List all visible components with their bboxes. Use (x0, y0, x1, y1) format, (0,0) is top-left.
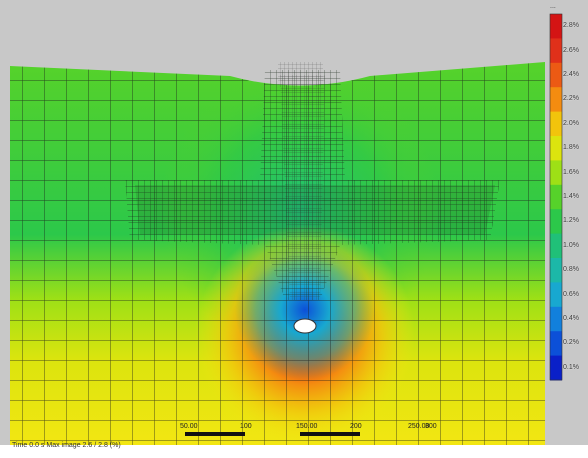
legend-swatch (550, 258, 562, 283)
legend-label: 1.0% (563, 241, 579, 249)
legend-label: 0.6% (563, 290, 579, 298)
scale-bar-right (300, 432, 360, 436)
legend-swatch (550, 306, 562, 332)
legend-swatch (550, 14, 562, 39)
legend-swatch (550, 160, 562, 186)
scale-label: 200 (350, 423, 362, 430)
legend-label: 0.4% (563, 315, 579, 322)
footer-status: Time 0.0 s Max image 2.6 / 2.8 (%) (12, 442, 121, 449)
scale-label: 100 (240, 423, 252, 430)
legend-title: ... (550, 3, 556, 10)
legend-label: 2.4% (563, 71, 579, 78)
legend-swatch (550, 209, 562, 235)
legend-label: 0.1% (563, 363, 579, 371)
legend-swatch (550, 62, 562, 88)
legend-swatch (550, 87, 562, 113)
legend-label: 2.2% (563, 95, 579, 103)
scale-label: 150.00 (296, 423, 318, 430)
legend-swatch (550, 233, 562, 259)
legend-label: 2.8% (563, 22, 579, 30)
scale-bar-left (185, 432, 245, 436)
legend-label: 2.6% (563, 46, 579, 54)
legend-swatch (550, 184, 562, 210)
legend-label: 1.6% (563, 168, 579, 176)
cavity-void (293, 318, 317, 334)
legend-label: 0.2% (563, 339, 579, 347)
legend-swatch (550, 111, 562, 137)
legend-swatch (550, 38, 562, 64)
legend-swatch (550, 282, 562, 308)
legend-label: 0.8% (563, 266, 579, 274)
legend-swatch (550, 355, 562, 381)
scale-label: 300 (425, 423, 437, 430)
legend-swatch (550, 331, 562, 357)
legend-label: 2.0% (563, 119, 579, 127)
legend-swatch (550, 136, 562, 161)
legend-label: 1.8% (563, 144, 579, 152)
color-legend-bar (549, 13, 563, 381)
legend-label: 1.2% (563, 217, 579, 225)
scale-label: 250.00 (408, 423, 430, 430)
scale-label: 50.00 (180, 423, 198, 430)
legend-label: 1.4% (563, 193, 579, 200)
